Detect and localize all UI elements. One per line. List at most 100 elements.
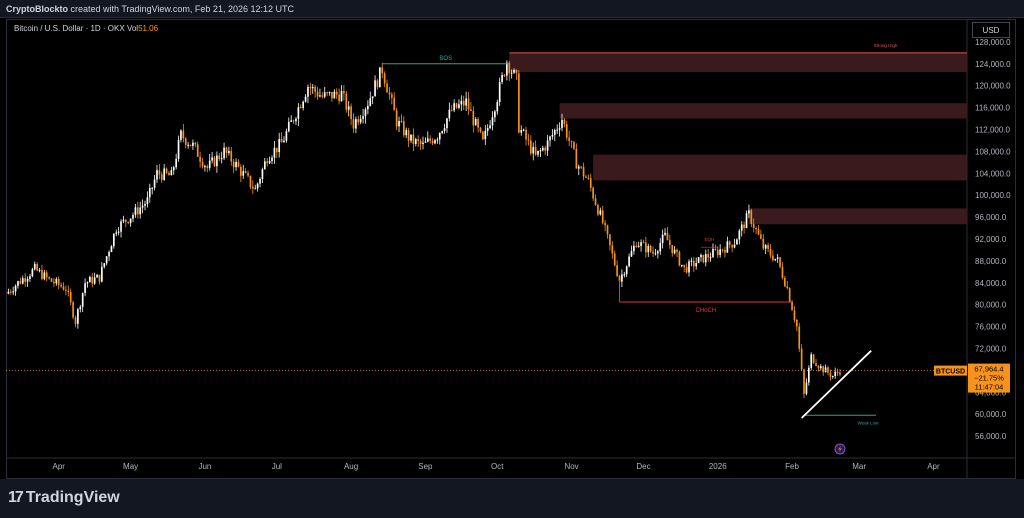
candle-body [736,239,738,245]
candle-body [395,110,398,127]
candle-body [750,210,753,224]
y-tick-label: 72,000.0 [975,345,1007,354]
candle-body [9,291,12,293]
candle-body [601,210,604,223]
candle-body [268,161,271,164]
candle-body [376,80,379,88]
symbol-text: Bitcoin / U.S. Dollar · 1D · OKX [14,24,125,33]
candle-body [702,254,705,263]
candle-body [96,274,98,278]
strong-high-label: Strong High [874,43,898,48]
currency-button[interactable]: USD [972,22,1010,38]
candle-body [484,130,487,140]
trendline [801,350,872,419]
candle-body [65,289,67,291]
candle-body [414,139,417,144]
candle-body [544,147,547,151]
tradingview-logo[interactable]: 17 TradingView [8,489,120,507]
candle-body [211,157,213,161]
candle-body [594,198,597,205]
last-price-label: 67,964.4 [974,365,1003,374]
candle-body [748,210,750,214]
candle-body [218,155,221,159]
candle-body [21,278,24,284]
y-tick-label: 88,000.0 [975,257,1007,266]
candle-body [570,140,573,143]
chart-pane[interactable] [6,19,1016,479]
candle-body [357,119,360,123]
candle-body [649,246,652,252]
candle-body [326,92,328,94]
candle-body [812,354,815,364]
candle-body [803,369,805,394]
candle-body [388,92,391,95]
candle-body [726,241,729,253]
candle-body [580,166,583,168]
candle-body [350,106,352,120]
candle-body [657,251,659,254]
symbol-legend: Bitcoin / U.S. Dollar · 1D · OKX Vol51.0… [14,24,158,33]
candle-body [292,120,295,122]
candle-body [577,166,580,169]
candle-body [767,245,769,249]
candle-body [355,119,357,129]
author-name: CryptoBlockto [6,4,69,14]
candle-body [769,248,772,256]
candle-body [41,269,43,279]
candle-body [810,354,813,368]
candle-body [14,285,17,292]
candle-body [728,241,731,245]
candle-body [225,147,228,154]
candle-body [285,131,288,141]
candle-body [635,245,638,247]
candle-body [630,251,633,257]
candle-body [438,133,441,140]
candle-body [412,134,415,144]
candle-body [259,178,261,184]
candle-body [453,103,455,111]
candle-body [446,118,448,129]
candle-body [690,260,693,262]
candle-body [362,116,364,119]
price-badge [968,363,1010,393]
candle-body [67,290,70,292]
candle-body [815,363,817,366]
price-chart[interactable]: 128,000.0 124,000.0 120,000.0 116,000.0 112,… [0,0,1024,480]
candle-body [582,166,585,177]
candle-body [108,252,110,257]
candle-body [196,144,199,157]
x-tick-label: Jul [272,462,282,471]
candle-body [117,231,120,233]
candle-body [731,244,733,248]
y-tick-label: 80,000.0 [975,301,1007,310]
brand-name: TradingView [25,489,120,506]
candle-body [805,382,808,394]
vol-value: 51.06 [138,24,159,33]
candle-body [328,91,331,93]
candle-body [314,86,316,92]
candle-body [187,144,189,146]
candle-body [561,119,563,129]
candle-body [503,75,506,77]
candle-body [299,107,302,109]
candle-body [695,263,698,267]
candle-body [829,372,832,377]
candle-body [417,139,420,142]
candle-body [208,160,211,168]
y-tick-label: 64,000.0 [975,388,1007,397]
candle-body [53,281,55,284]
candle-body [709,257,712,259]
x-tick-label: Aug [344,462,358,471]
candle-body [431,140,434,144]
candle-body [525,129,527,140]
candle-body [760,234,762,239]
candle-body [585,176,587,178]
candle-body [331,91,333,99]
supply-zone [593,154,967,181]
candle-body [609,234,611,246]
candle-body [91,276,94,284]
candle-body [316,91,319,97]
candle-body [489,125,491,129]
candle-body [175,158,177,168]
candle-body [371,96,374,99]
